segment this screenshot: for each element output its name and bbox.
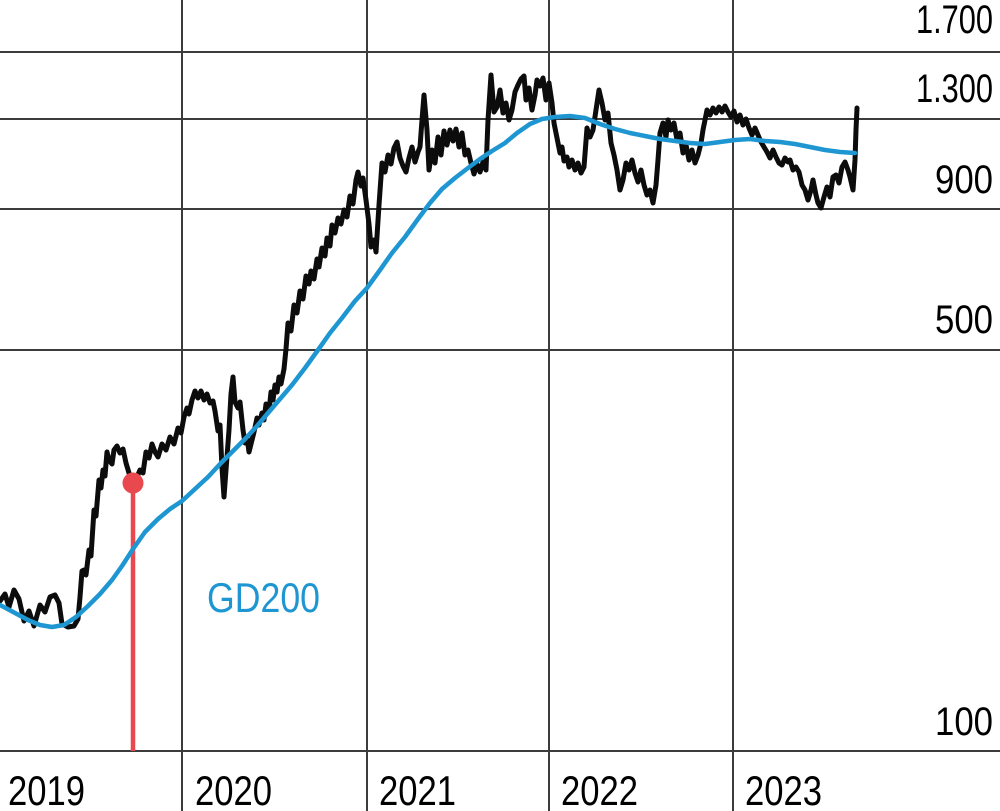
y-axis-label-2: 900 xyxy=(935,158,993,202)
marker-dot xyxy=(122,472,144,494)
x-axis-label-3: 2022 xyxy=(561,767,638,811)
y-axis-label-3: 500 xyxy=(935,298,993,342)
x-axis-label-2: 2021 xyxy=(379,767,456,811)
gd200-label: GD200 xyxy=(207,574,320,621)
x-axis-label-4: 2023 xyxy=(745,767,822,811)
gd200-line xyxy=(0,113,858,630)
y-axis-label-1: 1.300 xyxy=(916,67,993,111)
x-axis-label-1: 2020 xyxy=(195,767,272,811)
price-line xyxy=(0,72,860,630)
x-axis-label-0: 2019 xyxy=(8,767,85,811)
y-axis-label-4: 100 xyxy=(935,700,993,744)
y-axis-label-0: 1.700 xyxy=(916,0,993,42)
